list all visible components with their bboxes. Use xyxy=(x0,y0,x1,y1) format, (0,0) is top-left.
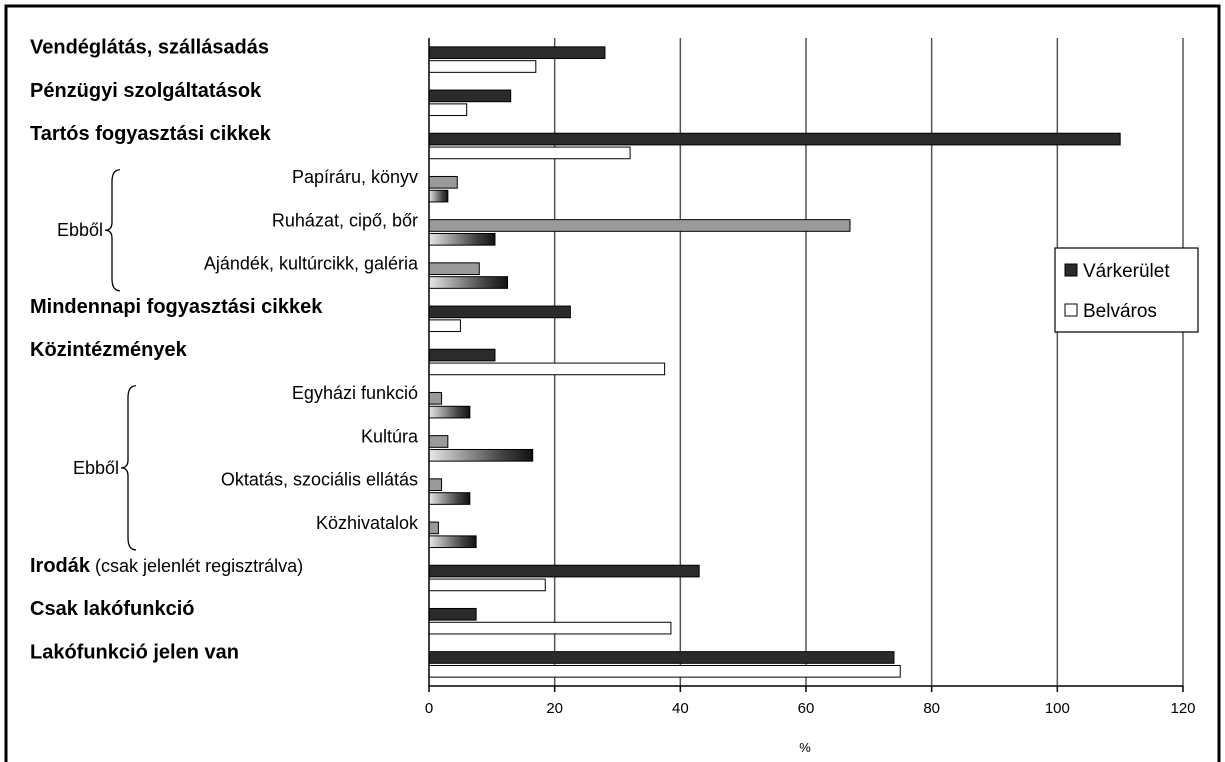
x-tick-label: 60 xyxy=(798,700,815,717)
legend-label: Várkerület xyxy=(1083,261,1170,282)
x-tick-label: 0 xyxy=(425,700,433,717)
category-label: Oktatás, szociális ellátás xyxy=(221,470,418,490)
category-label: Pénzügyi szolgáltatások xyxy=(30,80,262,102)
bars xyxy=(428,46,1121,678)
legend-box xyxy=(1054,247,1199,333)
category-label: Ajándék, kultúrcikk, galéria xyxy=(204,254,419,274)
category-label: Papíráru, könyv xyxy=(292,167,418,187)
group-brace xyxy=(104,169,121,292)
bar-belvaros xyxy=(428,319,461,333)
legend-swatch xyxy=(1064,263,1078,277)
category-label: Mindennapi fogyasztási cikkek xyxy=(30,296,323,318)
category-label-suffix: (csak jelenlét regisztrálva) xyxy=(90,556,303,576)
chart-frame xyxy=(4,4,1221,762)
x-tick-label: 80 xyxy=(923,700,940,717)
bar-belvaros xyxy=(428,664,901,678)
category-label-text: Irodák xyxy=(30,555,91,577)
bar-belvaros xyxy=(428,621,672,635)
category-label-text: Kultúra xyxy=(361,426,419,446)
group-brace xyxy=(120,385,137,551)
legend-label: Belváros xyxy=(1083,301,1157,322)
category-label-text: Pénzügyi szolgáltatások xyxy=(30,80,262,102)
bar-belvaros xyxy=(428,578,546,592)
bar-belvaros xyxy=(428,521,439,535)
bar-belvaros xyxy=(428,146,631,160)
category-label: Ruházat, cipő, bőr xyxy=(272,210,418,230)
category-label-text: Vendéglátás, szállásadás xyxy=(30,37,269,59)
bar-varkerulet xyxy=(428,405,471,419)
bar-belvaros xyxy=(428,103,468,117)
gridlines xyxy=(553,38,1184,686)
bar-varkerulet xyxy=(428,535,477,549)
bar-belvaros xyxy=(428,362,666,376)
category-label-text: Mindennapi fogyasztási cikkek xyxy=(30,296,323,318)
bar-varkerulet xyxy=(428,492,471,505)
bar-varkerulet xyxy=(428,651,895,664)
legend: Várkerület Belváros xyxy=(1054,247,1199,333)
category-labels: Vendéglátás, szállásadás Pénzügyi szolgál… xyxy=(30,37,419,664)
legend-swatch xyxy=(1064,303,1078,317)
x-tick-label: 40 xyxy=(672,700,689,717)
bar-varkerulet xyxy=(428,448,534,462)
bar-belvaros xyxy=(428,60,537,73)
bar-varkerulet xyxy=(428,276,509,289)
bar-belvaros xyxy=(428,175,458,189)
category-label-text: Lakófunkció jelen van xyxy=(30,641,239,663)
category-label-text: Tartós fogyasztási cikkek xyxy=(30,123,272,145)
category-label-text: Egyházi funkció xyxy=(292,383,418,403)
category-label-text: Papíráru, könyv xyxy=(292,167,418,187)
bar-varkerulet xyxy=(428,232,496,246)
group-label: Ebből xyxy=(57,220,103,240)
category-label-text: Közintézmények xyxy=(30,339,188,361)
category-label: Lakófunkció jelen van xyxy=(30,641,239,663)
bar-belvaros xyxy=(428,435,449,448)
bar-varkerulet xyxy=(428,132,1121,146)
bar-varkerulet xyxy=(428,189,449,203)
category-label-text: Oktatás, szociális ellátás xyxy=(221,470,418,490)
bar-varkerulet xyxy=(428,46,606,60)
bar-varkerulet xyxy=(428,607,477,621)
group-label: Ebből xyxy=(73,458,119,478)
x-tick-label: 120 xyxy=(1170,700,1195,717)
category-label: Kultúra xyxy=(361,426,419,446)
x-axis-label: % xyxy=(799,740,811,755)
category-label: Irodák (csak jelenlét regisztrálva) xyxy=(30,555,303,577)
category-label-text: Ajándék, kultúrcikk, galéria xyxy=(204,254,419,274)
bar-varkerulet xyxy=(428,89,512,103)
category-label: Csak lakófunkció xyxy=(30,598,195,620)
category-label-text: Ruházat, cipő, bőr xyxy=(272,210,418,230)
bar-belvaros xyxy=(428,478,443,492)
bar-varkerulet xyxy=(428,305,571,319)
category-label: Vendéglátás, szállásadás xyxy=(30,37,269,59)
bar-varkerulet xyxy=(428,564,700,578)
bar-belvaros xyxy=(428,391,443,405)
category-label: Tartós fogyasztási cikkek xyxy=(30,123,272,145)
category-label: Közhivatalok xyxy=(316,513,419,533)
category-label: Egyházi funkció xyxy=(292,383,418,403)
x-axis: 0 20 40 60 80 100 120 xyxy=(425,38,1196,717)
category-label: Közintézmények xyxy=(30,339,188,361)
x-tick-label: 100 xyxy=(1045,700,1070,717)
bar-belvaros xyxy=(428,219,851,232)
bar-belvaros xyxy=(428,262,480,276)
category-label-text: Közhivatalok xyxy=(316,513,419,533)
x-tick-label: 20 xyxy=(546,700,563,717)
category-label-text: Csak lakófunkció xyxy=(30,598,195,620)
bar-varkerulet xyxy=(428,348,496,362)
